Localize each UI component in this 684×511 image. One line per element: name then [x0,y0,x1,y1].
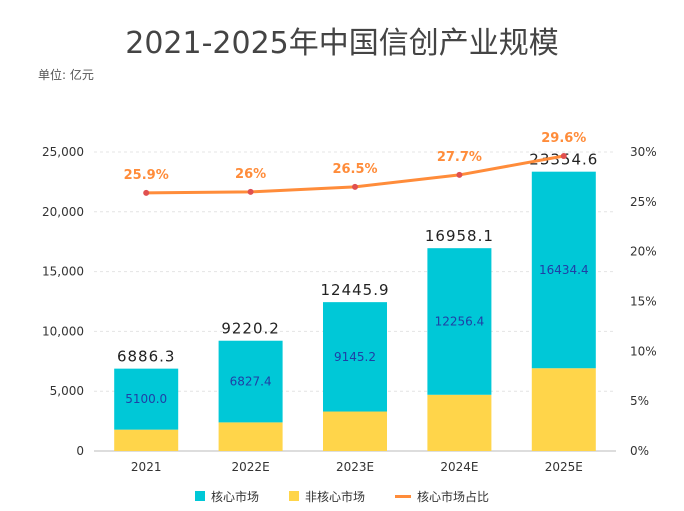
share-point [143,189,150,196]
y-tick-label: 0 [76,444,84,458]
bar-core-label: 16434.4 [539,263,589,277]
bar-total-label: 16958.1 [425,227,494,245]
legend-label-share: 核心市场占比 [417,489,490,504]
share-point [352,183,358,190]
y2-tick-label: 20% [630,245,657,259]
legend-label-core: 核心市场 [210,489,259,504]
legend: 核心市场 非核心市场 核心市场占比 [0,486,684,506]
bar-noncore [427,394,492,451]
bar-core [218,340,283,423]
y-tick-label: 20,000 [42,205,84,219]
bar-total-label: 6886.3 [117,348,176,366]
legend-label-noncore: 非核心市场 [304,489,365,504]
bar-core-label: 5100.0 [125,392,167,406]
bar-noncore [218,422,283,451]
share-label: 26.5% [332,162,377,177]
bar-total-label: 23354.6 [529,151,598,169]
y2-tick-label: 10% [630,344,657,358]
bar-noncore [114,429,179,451]
legend-item-core: 核心市场 [194,488,259,505]
bar-total-label: 9220.2 [221,320,280,338]
bar-total-label: 12445.9 [320,281,389,299]
bar-core [323,302,387,412]
chart-canvas: 0 5,000 10,000 15,000 20,000 25,000 0% 5% 10% 15%… [42,131,657,474]
x-tick-label: 2023E [336,460,374,474]
bar-core-label: 6827.4 [230,375,272,389]
y-tick-label: 25,000 [42,145,84,159]
legend-item-share: 核心市场占比 [395,488,489,505]
share-point [560,152,567,159]
share-label: 25.9% [124,168,169,183]
share-point [456,171,463,178]
y2-tick-label: 5% [630,394,649,408]
bar-core-label: 12256.4 [435,314,485,328]
y-tick-label: 5,000 [50,384,84,398]
share-label: 29.6% [541,131,586,146]
bar-core [427,248,492,395]
y2-tick-label: 30% [630,145,657,159]
bar-core [531,171,596,369]
y2-tick-label: 0% [630,444,649,458]
legend-swatch-core [194,491,205,501]
share-label: 27.7% [437,150,482,165]
bar-noncore [531,368,596,451]
x-tick-label: 2022E [232,460,270,474]
share-label: 26% [235,167,266,182]
x-tick-label: 2025E [545,460,583,474]
bar-noncore [323,411,387,451]
legend-item-noncore: 非核心市场 [288,488,365,505]
x-tick-label: 2021 [131,460,162,474]
y-tick-label: 10,000 [42,324,84,338]
bar-core [114,368,179,430]
legend-swatch-share [395,494,411,498]
x-tick-label: 2024E [440,460,478,474]
unit-label: 单位: 亿元 [38,68,94,82]
legend-swatch-noncore [288,491,299,501]
chart-title: 2021-2025年中国信创产业规模 [125,26,559,61]
y-tick-label: 15,000 [42,265,84,279]
y2-tick-label: 25% [630,195,657,209]
bar-core-label: 9145.2 [334,350,376,364]
share-point [247,188,254,195]
y2-tick-label: 15% [630,295,657,309]
